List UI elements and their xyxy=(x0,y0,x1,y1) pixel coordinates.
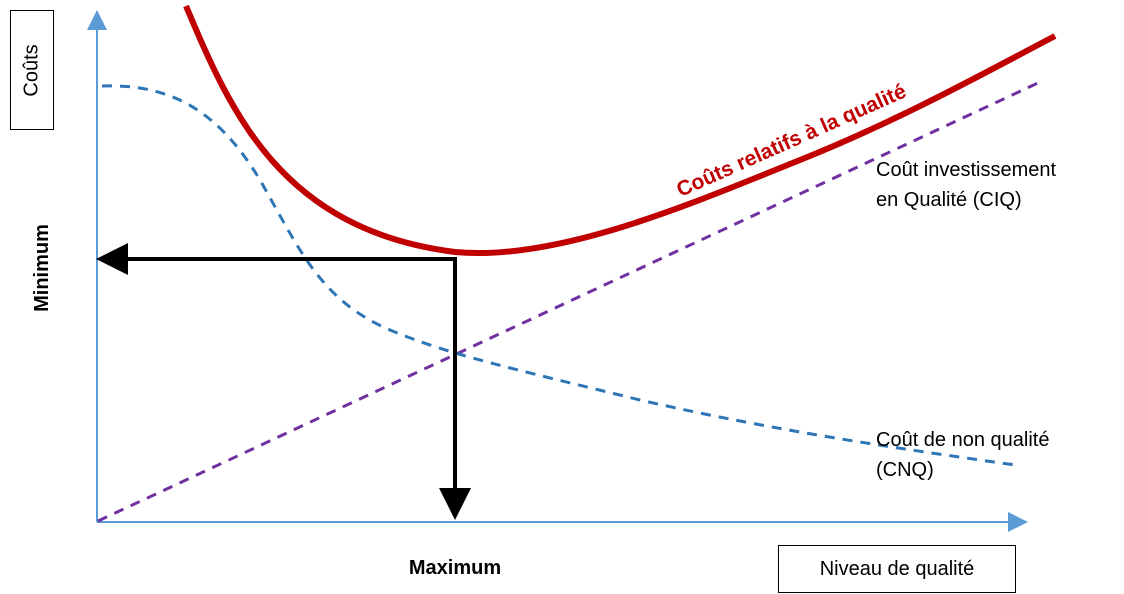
y-axis-label: Coûts xyxy=(20,43,43,97)
cnq-label-line2: (CNQ) xyxy=(876,459,934,481)
ciq-label: Coût investissement en Qualité (CIQ) xyxy=(876,155,1056,215)
ciq-line xyxy=(97,80,1041,523)
cnq-label: Coût de non qualité (CNQ) xyxy=(876,425,1049,485)
x-axis-label-box: Niveau de qualité xyxy=(778,545,1016,593)
ciq-label-line1: Coût investissement xyxy=(876,159,1057,181)
maximum-label: Maximum xyxy=(408,557,502,579)
minimum-label: Minimum xyxy=(31,224,53,312)
ciq-label-line2: en Qualité (CIQ) xyxy=(876,189,1022,211)
x-axis-label: Niveau de qualité xyxy=(819,557,975,580)
cnq-curve xyxy=(101,84,1016,467)
total-cost-curve xyxy=(183,4,1057,256)
y-axis-label-box: Coûts xyxy=(10,10,54,130)
cnq-label-line1: Coût de non qualité xyxy=(876,429,1050,451)
